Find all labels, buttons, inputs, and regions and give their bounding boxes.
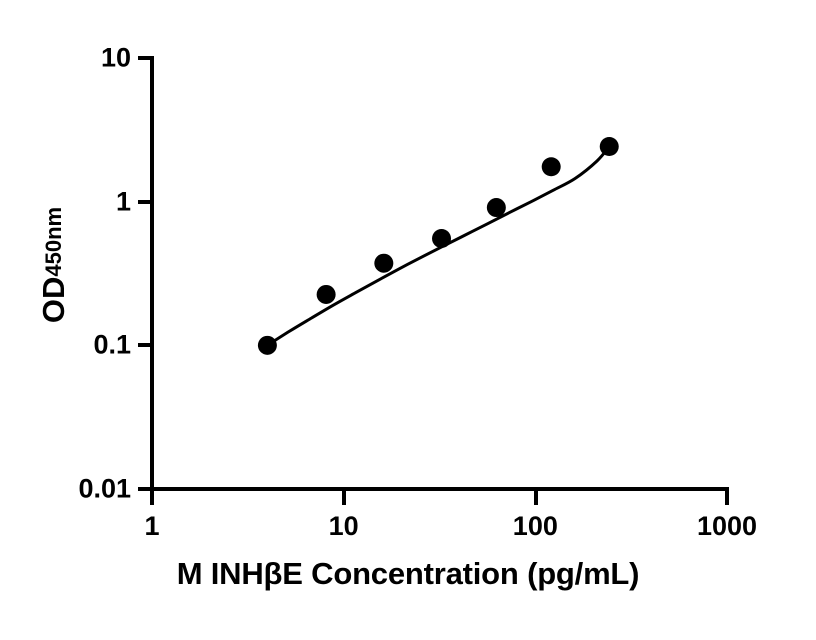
y-tick-label-0.01: 0.01 — [78, 473, 131, 504]
y-tick-label-0.1: 0.1 — [93, 329, 131, 360]
y-axis-ticks — [138, 56, 152, 491]
x-axis-ticks — [150, 489, 729, 505]
x-tick-label-1000: 1000 — [696, 511, 758, 541]
y-axis-title-subscript: 450nm — [41, 206, 66, 277]
x-axis-title-suffix: E Concentration (pg/mL) — [282, 556, 640, 591]
data-point — [486, 198, 506, 218]
data-point — [599, 137, 619, 157]
data-point — [374, 253, 394, 273]
y-axis-title: OD 450nm — [0, 207, 154, 323]
data-point — [541, 157, 561, 177]
x-tick-label-100: 100 — [512, 511, 558, 541]
data-point — [257, 335, 277, 355]
x-tick-label-10: 10 — [328, 511, 359, 541]
data-point — [432, 229, 452, 249]
x-tick-label-1: 1 — [144, 511, 160, 541]
data-point — [316, 284, 336, 304]
data-point-markers — [257, 137, 619, 355]
y-axis-title-main: OD — [36, 276, 71, 324]
x-axis-title-beta-symbol: β — [263, 556, 283, 591]
y-tick-label-1: 1 — [115, 186, 131, 217]
x-axis-title: M INHβE Concentration (pg/mL) — [0, 556, 816, 592]
y-tick-label-10: 10 — [100, 42, 131, 73]
x-axis-title-prefix: M INH — [176, 556, 264, 591]
